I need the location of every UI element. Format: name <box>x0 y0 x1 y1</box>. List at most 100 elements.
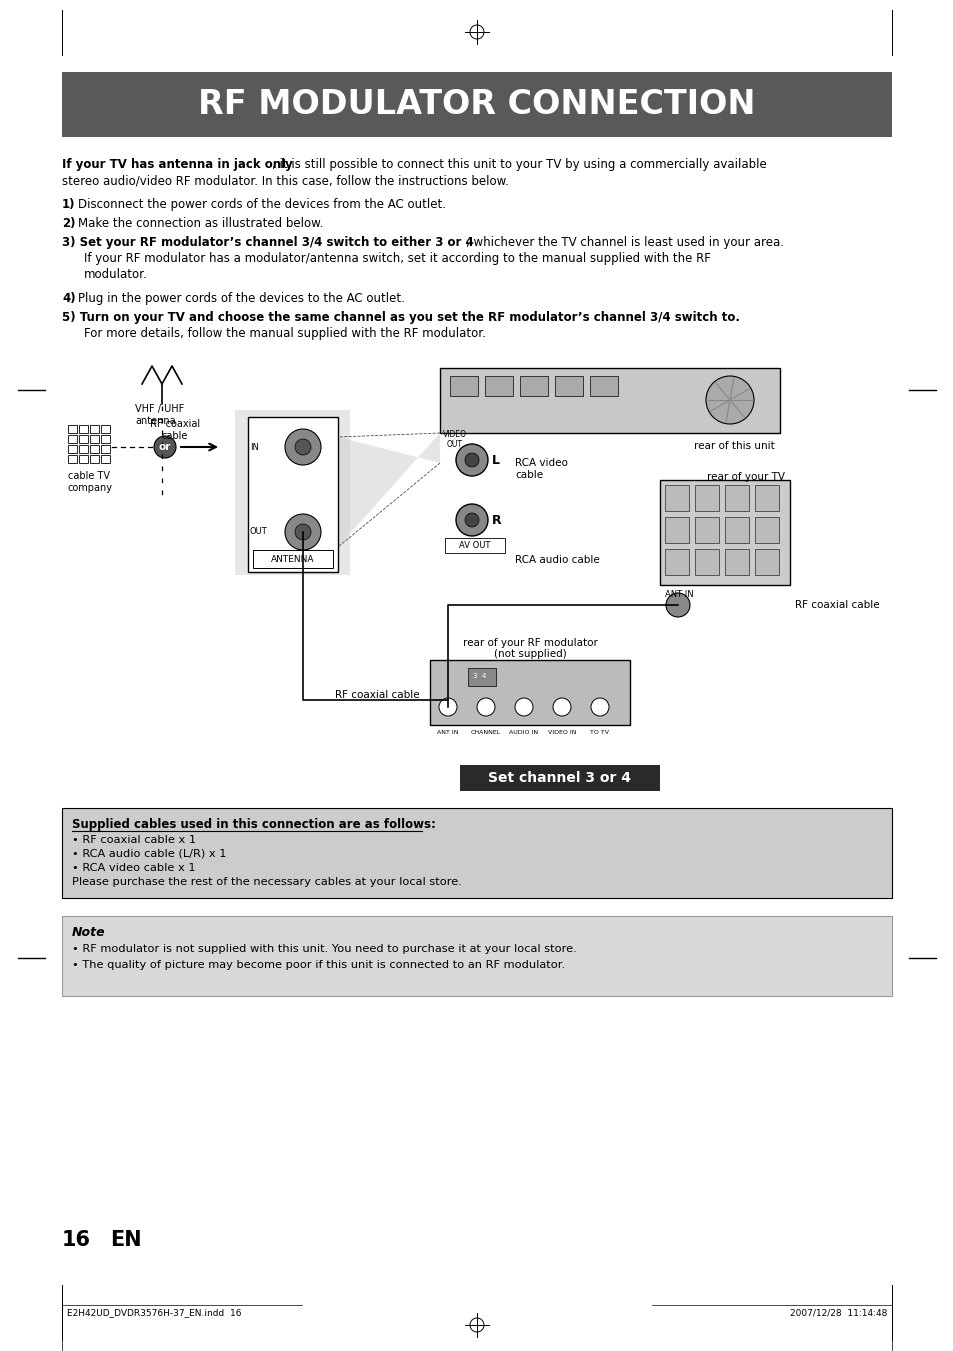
Text: If your TV has antenna in jack only: If your TV has antenna in jack only <box>62 158 293 172</box>
Bar <box>468 667 496 686</box>
Text: OUT: OUT <box>250 527 268 536</box>
Text: R: R <box>492 513 501 527</box>
Text: 3  4: 3 4 <box>473 673 486 680</box>
Text: AV OUT: AV OUT <box>458 540 490 550</box>
Circle shape <box>476 698 495 716</box>
Bar <box>101 426 110 434</box>
Circle shape <box>590 698 608 716</box>
Bar <box>79 435 88 443</box>
Circle shape <box>705 376 753 424</box>
Circle shape <box>464 453 478 467</box>
Bar <box>695 517 719 543</box>
Text: IN: IN <box>250 443 258 451</box>
Bar <box>68 444 77 453</box>
Bar <box>79 444 88 453</box>
Text: 16: 16 <box>62 1229 91 1250</box>
Bar <box>664 517 688 543</box>
Bar <box>68 426 77 434</box>
Bar <box>62 72 891 136</box>
Text: Set channel 3 or 4: Set channel 3 or 4 <box>488 771 631 785</box>
Circle shape <box>294 439 311 455</box>
Bar <box>68 435 77 443</box>
Text: • RCA audio cable (L/R) x 1: • RCA audio cable (L/R) x 1 <box>71 848 226 859</box>
Bar <box>724 549 748 576</box>
Circle shape <box>285 513 320 550</box>
Bar <box>589 376 618 396</box>
Text: 2): 2) <box>62 218 75 230</box>
Bar <box>430 661 629 725</box>
Bar <box>234 409 350 576</box>
Bar <box>253 550 333 567</box>
Bar <box>101 435 110 443</box>
Text: or: or <box>158 442 171 453</box>
Circle shape <box>153 436 175 458</box>
Bar <box>484 376 513 396</box>
Circle shape <box>464 513 478 527</box>
Circle shape <box>456 504 488 536</box>
Bar <box>68 455 77 463</box>
Bar <box>101 444 110 453</box>
Bar <box>439 367 780 434</box>
Bar <box>754 485 779 511</box>
Text: Disconnect the power cords of the devices from the AC outlet.: Disconnect the power cords of the device… <box>78 199 446 211</box>
Text: RF coaxial cable: RF coaxial cable <box>335 690 419 700</box>
Circle shape <box>285 430 320 465</box>
Bar <box>90 455 99 463</box>
Bar <box>664 549 688 576</box>
Text: Please purchase the rest of the necessary cables at your local store.: Please purchase the rest of the necessar… <box>71 877 461 888</box>
Text: , whichever the TV channel is least used in your area.: , whichever the TV channel is least used… <box>465 236 783 249</box>
Bar <box>659 480 789 585</box>
Text: EN: EN <box>110 1229 141 1250</box>
Text: Supplied cables used in this connection are as follows:: Supplied cables used in this connection … <box>71 817 436 831</box>
Text: For more details, follow the manual supplied with the RF modulator.: For more details, follow the manual supp… <box>84 327 485 340</box>
Bar <box>724 517 748 543</box>
Bar <box>62 808 891 898</box>
Text: VIDEO IN: VIDEO IN <box>547 730 576 735</box>
Bar <box>664 485 688 511</box>
Text: • RF modulator is not supplied with this unit. You need to purchase it at your l: • RF modulator is not supplied with this… <box>71 944 577 954</box>
Circle shape <box>515 698 533 716</box>
Text: 2007/12/28  11:14:48: 2007/12/28 11:14:48 <box>789 1308 886 1317</box>
Text: VIDEO
OUT: VIDEO OUT <box>442 430 467 450</box>
Text: CHANNEL: CHANNEL <box>471 730 500 735</box>
Text: rear of this unit: rear of this unit <box>694 440 774 451</box>
Text: RCA video
cable: RCA video cable <box>515 458 567 480</box>
Bar <box>459 765 659 790</box>
Bar <box>62 916 891 996</box>
Circle shape <box>294 524 311 540</box>
Text: • RF coaxial cable x 1: • RF coaxial cable x 1 <box>71 835 196 844</box>
Text: Plug in the power cords of the devices to the AC outlet.: Plug in the power cords of the devices t… <box>78 292 404 305</box>
Text: (not supplied): (not supplied) <box>493 648 566 659</box>
Text: L: L <box>492 454 499 466</box>
Text: TO TV: TO TV <box>590 730 609 735</box>
Bar <box>754 517 779 543</box>
Polygon shape <box>337 434 439 547</box>
Circle shape <box>553 698 571 716</box>
Text: Note: Note <box>71 925 106 939</box>
Bar <box>754 549 779 576</box>
Text: RCA audio cable: RCA audio cable <box>515 555 599 565</box>
Text: modulator.: modulator. <box>84 267 148 281</box>
Text: If your RF modulator has a modulator/antenna switch, set it according to the man: If your RF modulator has a modulator/ant… <box>84 253 710 265</box>
Bar <box>90 435 99 443</box>
Text: , it is still possible to connect this unit to your TV by using a commercially a: , it is still possible to connect this u… <box>272 158 766 172</box>
Bar <box>555 376 582 396</box>
Text: 5) Turn on your TV and choose the same channel as you set the RF modulator’s cha: 5) Turn on your TV and choose the same c… <box>62 311 740 324</box>
Text: Make the connection as illustrated below.: Make the connection as illustrated below… <box>78 218 323 230</box>
Text: E2H42UD_DVDR3576H-37_EN.indd  16: E2H42UD_DVDR3576H-37_EN.indd 16 <box>67 1308 241 1317</box>
Text: 1): 1) <box>62 199 75 211</box>
Text: rear of your RF modulator: rear of your RF modulator <box>462 638 597 648</box>
Text: • The quality of picture may become poor if this unit is connected to an RF modu: • The quality of picture may become poor… <box>71 961 564 970</box>
Bar <box>248 417 337 571</box>
Text: VHF / UHF
antenna: VHF / UHF antenna <box>135 404 184 426</box>
Bar <box>79 455 88 463</box>
Bar <box>695 485 719 511</box>
Text: ANT IN: ANT IN <box>436 730 458 735</box>
Text: RF coaxial cable: RF coaxial cable <box>794 600 879 611</box>
Bar <box>90 426 99 434</box>
Bar <box>79 426 88 434</box>
Bar <box>695 549 719 576</box>
Circle shape <box>456 444 488 476</box>
Bar <box>450 376 477 396</box>
Text: 4): 4) <box>62 292 75 305</box>
